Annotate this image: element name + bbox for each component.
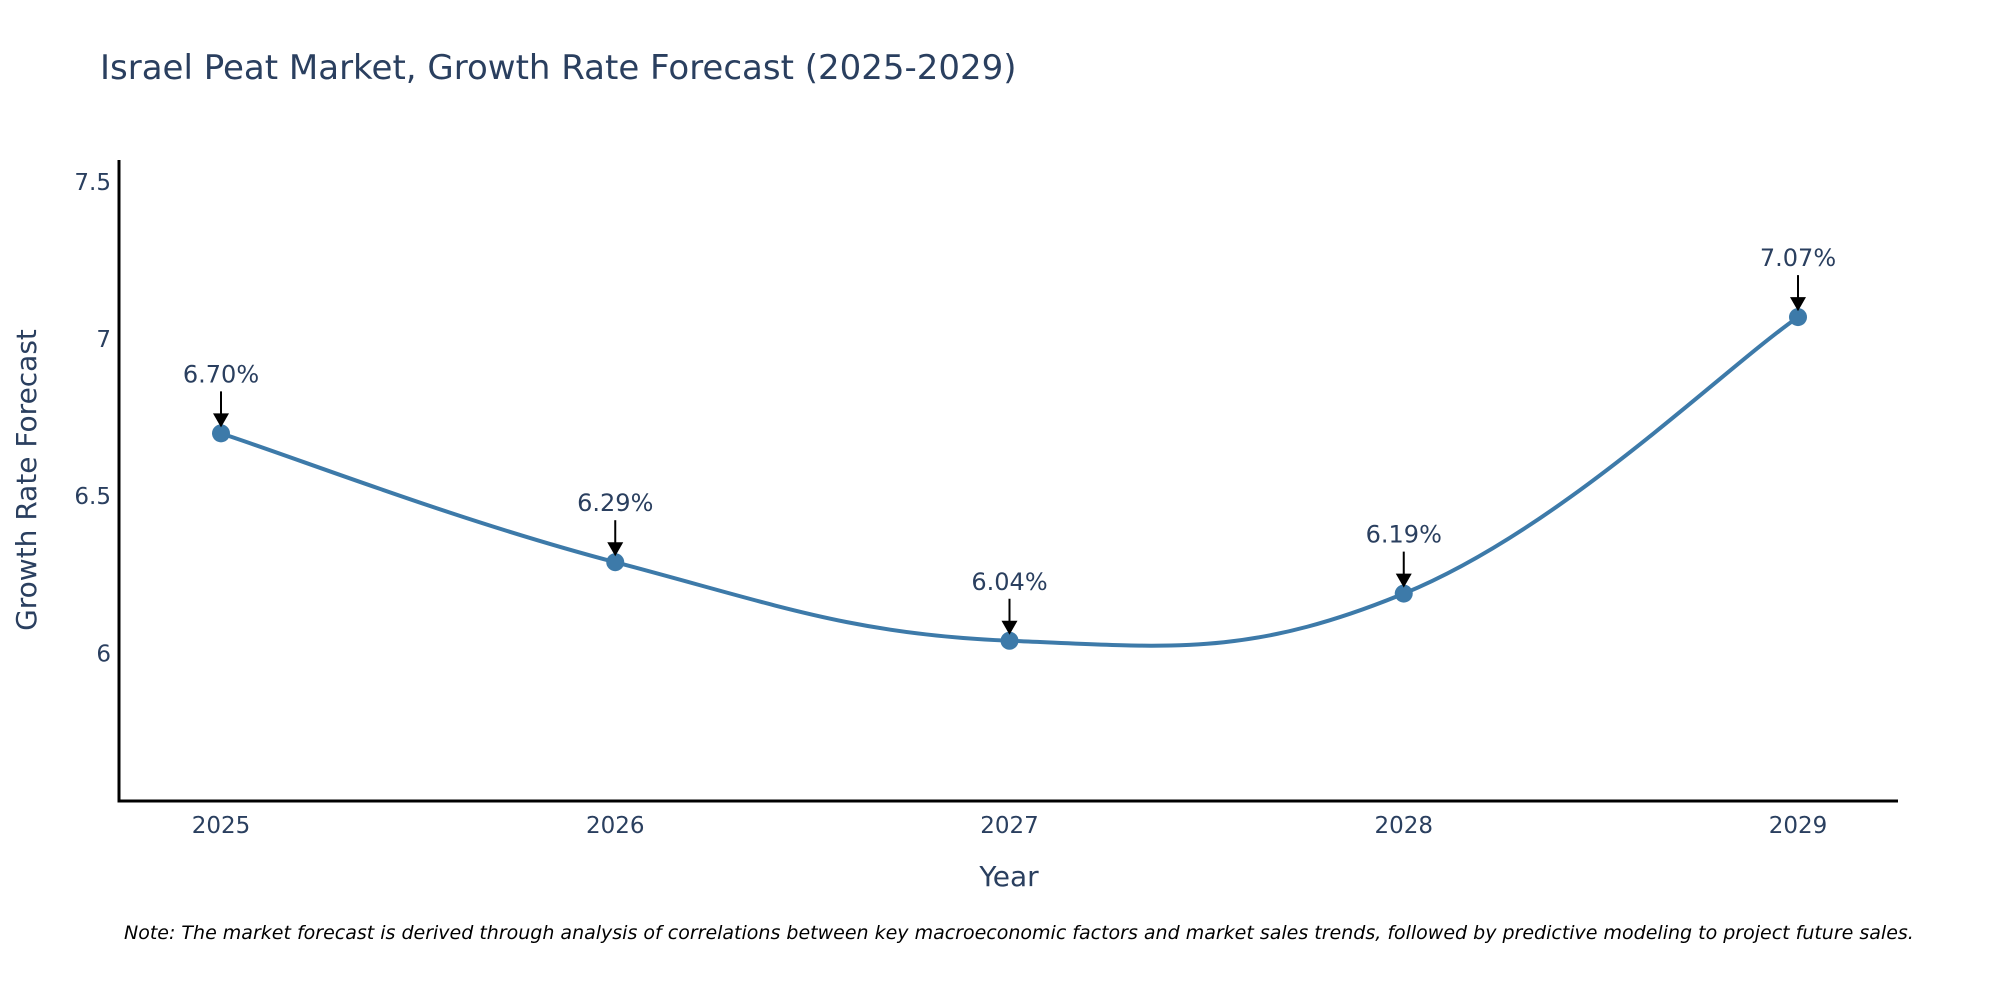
x-tick-label: 2025 [192,813,251,839]
annotation-arrow-head [213,413,229,428]
y-tick-label: 6 [96,641,111,667]
data-point-marker [606,553,625,572]
y-axis-title: Growth Rate Forecast [10,329,43,631]
x-axis-title: Year [978,860,1039,893]
data-point-marker [1000,631,1019,650]
data-label: 6.19% [1366,521,1442,549]
y-tick-label: 7 [96,327,111,353]
data-label: 6.29% [577,489,653,517]
x-tick-label: 2027 [980,813,1039,839]
data-label: 7.07% [1760,244,1836,272]
x-tick-label: 2029 [1769,813,1828,839]
data-label: 6.70% [183,360,259,388]
y-tick-label: 6.5 [74,484,111,510]
data-point-marker [1789,308,1807,327]
data-point-marker [212,424,230,443]
annotation-arrow-head [1395,573,1412,588]
series-line [220,315,1800,648]
x-axis-ticks: 2025 2026 2027 2028 2029 [192,813,1828,839]
annotation-arrow-head [607,542,624,557]
annotation-arrow-head [1790,297,1806,312]
chart-title: Israel Peat Market, Growth Rate Forecast… [100,48,1017,88]
data-points [212,308,1807,650]
axes [117,160,1898,803]
y-axis-ticks: 6 6.5 7 7.5 [74,170,111,667]
x-tick-label: 2026 [586,813,645,839]
annotation-arrow-head [1001,620,1018,635]
data-labels: 6.70% 6.29% 6.04% 6.19% 7.07% [183,244,1836,635]
x-tick-label: 2028 [1374,813,1433,839]
series-line-path [220,315,1800,648]
data-point-marker [1394,584,1413,603]
footnote: Note: The market forecast is derived thr… [124,922,1914,944]
y-tick-label: 7.5 [74,170,111,196]
data-label: 6.04% [971,568,1047,596]
